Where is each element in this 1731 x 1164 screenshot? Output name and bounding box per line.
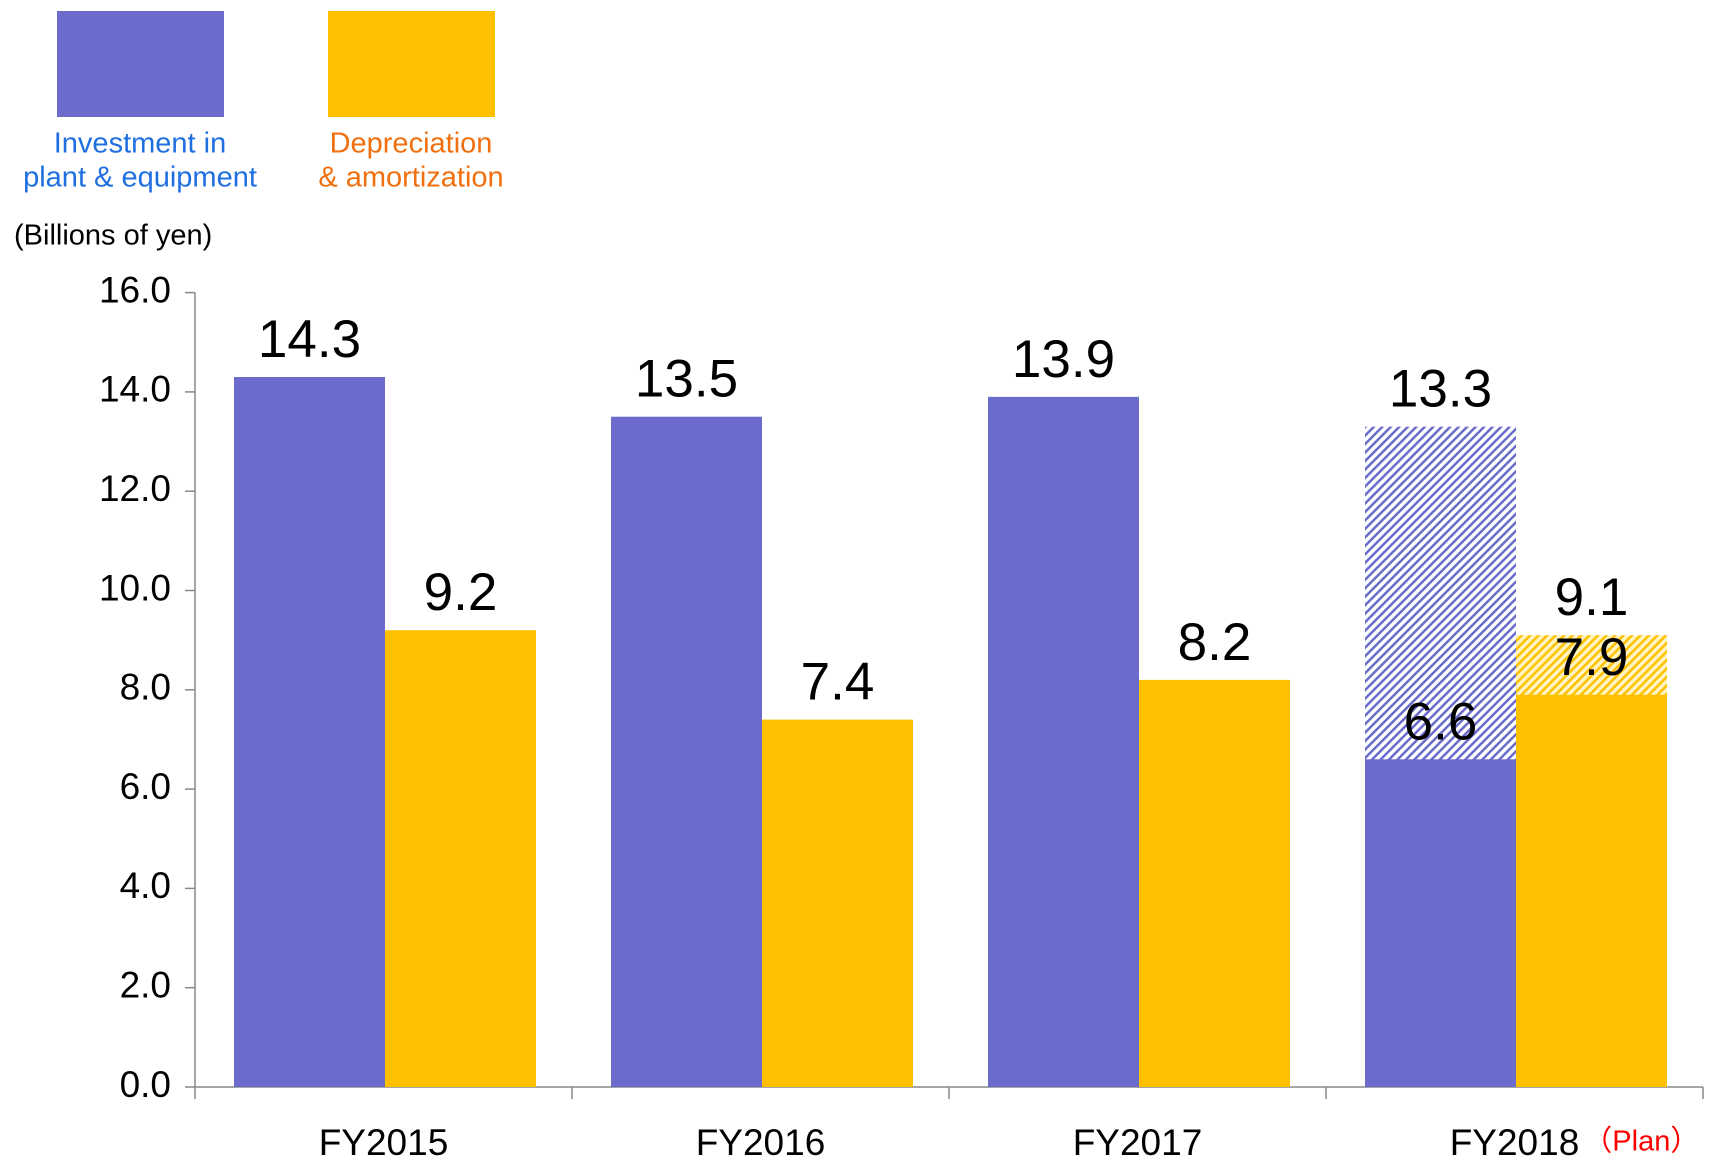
value-label: 7.9 (1555, 628, 1629, 687)
unit-label: (Billions of yen) (14, 220, 212, 252)
y-tick-label: 16.0 (99, 269, 171, 310)
plan-value-label: 9.1 (1555, 568, 1629, 627)
value-label: 6.6 (1404, 692, 1478, 751)
bar (1516, 694, 1667, 1087)
value-label: 13.5 (635, 350, 738, 409)
legend-swatch (57, 11, 224, 117)
plan-label: （Plan） (1583, 1126, 1699, 1158)
legend-label: plant & equipment (23, 162, 257, 194)
y-tick-label: 10.0 (99, 567, 171, 608)
bar (762, 719, 913, 1087)
x-tick-label: FY2015 (319, 1122, 449, 1163)
bar (1365, 759, 1516, 1087)
legend-label: Depreciation (330, 128, 493, 160)
bar (234, 377, 385, 1087)
value-label: 9.2 (424, 563, 498, 622)
y-tick-label: 2.0 (120, 964, 171, 1005)
x-tick-label: FY2017 (1073, 1122, 1203, 1163)
legend-swatch (328, 11, 495, 117)
y-tick-label: 8.0 (120, 667, 171, 708)
legend-label: & amortization (318, 162, 503, 194)
y-tick-label: 0.0 (120, 1064, 171, 1105)
legend-label: Investment in (54, 128, 226, 160)
value-label: 8.2 (1178, 613, 1252, 672)
bar (385, 630, 536, 1087)
plan-value-label: 13.3 (1389, 360, 1492, 419)
bar (988, 396, 1139, 1087)
y-tick-label: 12.0 (99, 468, 171, 509)
y-tick-label: 14.0 (99, 369, 171, 410)
x-tick-label: FY2018 (1450, 1122, 1580, 1163)
y-tick-label: 6.0 (120, 766, 171, 807)
bar (611, 416, 762, 1088)
value-label: 14.3 (258, 310, 361, 369)
bar (1139, 679, 1290, 1087)
y-tick-label: 4.0 (120, 865, 171, 906)
value-label: 13.9 (1012, 330, 1115, 389)
value-label: 7.4 (801, 653, 875, 712)
x-tick-label: FY2016 (696, 1122, 826, 1163)
